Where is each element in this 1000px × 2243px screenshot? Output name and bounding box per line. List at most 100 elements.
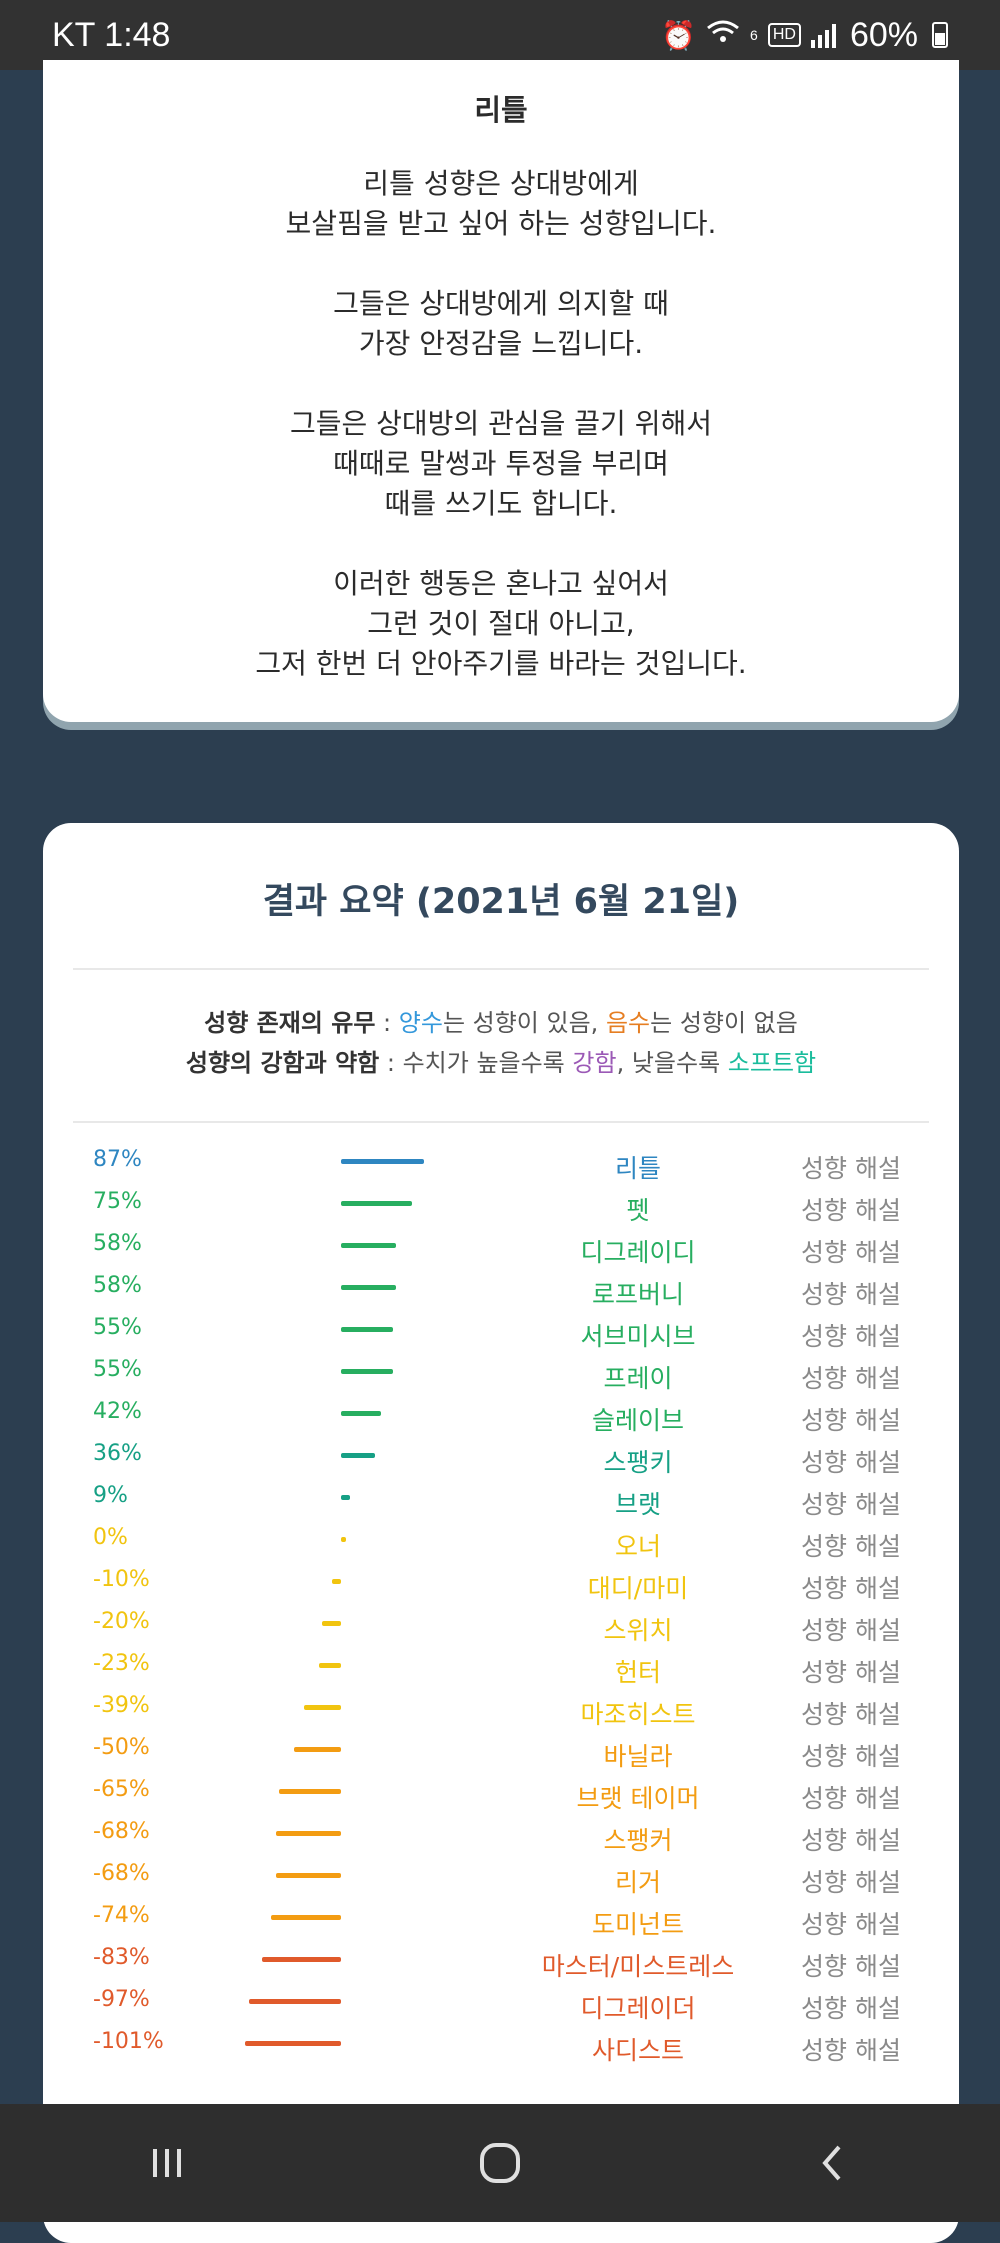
legend-strong: 강함 [572,1049,617,1077]
percent-label: -83% [93,1945,150,1970]
interpretation-link[interactable]: 성향 해설 [801,1154,901,1183]
legend-negative: 음수 [605,1009,651,1037]
percent-label: -97% [93,1987,150,2012]
interpretation-link[interactable]: 성향 해설 [801,1994,901,2023]
hd-icon: HD [767,23,801,47]
trait-name[interactable]: 브랫 테이머 [576,1784,700,1813]
recent-apps-button[interactable] [107,2123,227,2203]
result-bar [303,1705,341,1710]
interpretation-link[interactable]: 성향 해설 [801,1532,901,1561]
back-button[interactable] [773,2123,893,2203]
description-paragraph: 그들은 상대방의 관심을 끌기 위해서 때때로 말썽과 투정을 부리며 때를 쓰… [289,407,712,520]
battery-icon [932,22,948,48]
result-row: -74% 도미넌트 성향 해설 [43,1899,959,1941]
result-bar [341,1159,424,1164]
interpretation-link[interactable]: 성향 해설 [801,1826,901,1855]
result-bar [279,1789,341,1794]
interpretation-link[interactable]: 성향 해설 [801,1700,901,1729]
result-bar [276,1873,341,1878]
percent-label: 36% [93,1441,142,1466]
trait-name[interactable]: 펫 [626,1196,650,1225]
trait-name[interactable]: 디그레이디 [580,1238,696,1267]
legend: 성향 존재의 유무 : 양수는 성향이 있음, 음수는 성향이 없음 성향의 강… [43,1003,959,1083]
back-icon [822,2145,841,2181]
trait-name[interactable]: 브랫 [614,1490,661,1519]
percent-label: -68% [93,1819,150,1844]
result-bar [341,1285,397,1290]
percent-label: -50% [93,1735,150,1760]
trait-name[interactable]: 리거 [614,1868,661,1897]
interpretation-link[interactable]: 성향 해설 [801,1910,901,1939]
result-row: -68% 스팽커 성향 해설 [43,1815,959,1857]
result-bar [341,1453,376,1458]
result-bar [341,1327,394,1332]
interpretation-link[interactable]: 성향 해설 [801,1658,901,1687]
percent-label: -39% [93,1693,150,1718]
percent-label: 55% [93,1315,142,1340]
trait-name[interactable]: 스팽커 [603,1826,673,1855]
interpretation-link[interactable]: 성향 해설 [801,1868,901,1897]
interpretation-link[interactable]: 성향 해설 [801,1490,901,1519]
trait-name[interactable]: 스위치 [603,1616,673,1645]
result-row: 55% 프레이 성향 해설 [43,1353,959,1395]
interpretation-link[interactable]: 성향 해설 [801,1280,901,1309]
trait-name[interactable]: 도미넌트 [591,1910,684,1939]
result-bar [248,1999,341,2004]
result-bar [341,1495,350,1500]
percent-label: -74% [93,1903,150,1928]
alarm-icon: ⏰ [661,19,697,51]
trait-name[interactable]: 대디/마미 [587,1574,689,1603]
status-right: ⏰ 6 HD 60% [661,16,948,55]
interpretation-link[interactable]: 성향 해설 [801,1784,901,1813]
interpretation-link[interactable]: 성향 해설 [801,1364,901,1393]
trait-name[interactable]: 리틀 [614,1154,661,1183]
wifi-icon [706,19,740,52]
result-row: 58% 디그레이디 성향 해설 [43,1227,959,1269]
result-chart: 87% 리틀 성향 해설 75% 펫 성향 해설 58% 디그레이디 성향 해설 58% 로프버니 성… [43,1143,959,2067]
battery-percent: 60% [849,15,918,54]
trait-name[interactable]: 헌터 [614,1658,661,1687]
result-bar [341,1201,413,1206]
trait-name[interactable]: 오너 [614,1532,661,1561]
result-row: 87% 리틀 성향 해설 [43,1143,959,1185]
trait-name[interactable]: 서브미시브 [580,1322,696,1351]
interpretation-link[interactable]: 성향 해설 [801,1406,901,1435]
trait-name[interactable]: 로프버니 [591,1280,684,1309]
result-row: 36% 스팽키 성향 해설 [43,1437,959,1479]
interpretation-link[interactable]: 성향 해설 [801,1322,901,1351]
nav-bar [0,2104,1000,2222]
trait-name[interactable]: 사디스트 [591,2036,684,2065]
divider [73,1121,929,1123]
result-row: -83% 마스터/미스트레스 성향 해설 [43,1941,959,1983]
summary-title: 결과 요약 (2021년 6월 21일) [262,882,740,922]
result-row: 42% 슬레이브 성향 해설 [43,1395,959,1437]
result-row: 55% 서브미시브 성향 해설 [43,1311,959,1353]
result-row: -20% 스위치 성향 해설 [43,1605,959,1647]
interpretation-link[interactable]: 성향 해설 [801,1196,901,1225]
result-bar [293,1747,341,1752]
result-bar [262,1957,341,1962]
trait-name[interactable]: 스팽키 [603,1448,673,1477]
result-bar [322,1621,341,1626]
percent-label: -23% [93,1651,150,1676]
trait-name[interactable]: 슬레이브 [591,1406,684,1435]
trait-name[interactable]: 마조히스트 [580,1700,696,1729]
description-card: 리틀 리틀 성향은 상대방에게 보살핌을 받고 싶어 하는 성향입니다. 그들은… [43,60,959,722]
percent-label: 0% [93,1525,128,1550]
interpretation-link[interactable]: 성향 해설 [801,1742,901,1771]
result-bar [276,1831,341,1836]
interpretation-link[interactable]: 성향 해설 [801,1616,901,1645]
trait-name[interactable]: 바닐라 [603,1742,673,1771]
percent-label: -65% [93,1777,150,1802]
legend-positive: 양수 [398,1009,443,1037]
home-button[interactable] [440,2123,560,2203]
interpretation-link[interactable]: 성향 해설 [801,1952,901,1981]
interpretation-link[interactable]: 성향 해설 [801,1448,901,1477]
interpretation-link[interactable]: 성향 해설 [801,1238,901,1267]
trait-name[interactable]: 프레이 [603,1364,673,1393]
trait-name[interactable]: 마스터/미스트레스 [541,1952,735,1981]
interpretation-link[interactable]: 성향 해설 [801,2036,901,2065]
percent-label: 9% [93,1483,128,1508]
trait-name[interactable]: 디그레이더 [580,1994,696,2023]
interpretation-link[interactable]: 성향 해설 [801,1574,901,1603]
